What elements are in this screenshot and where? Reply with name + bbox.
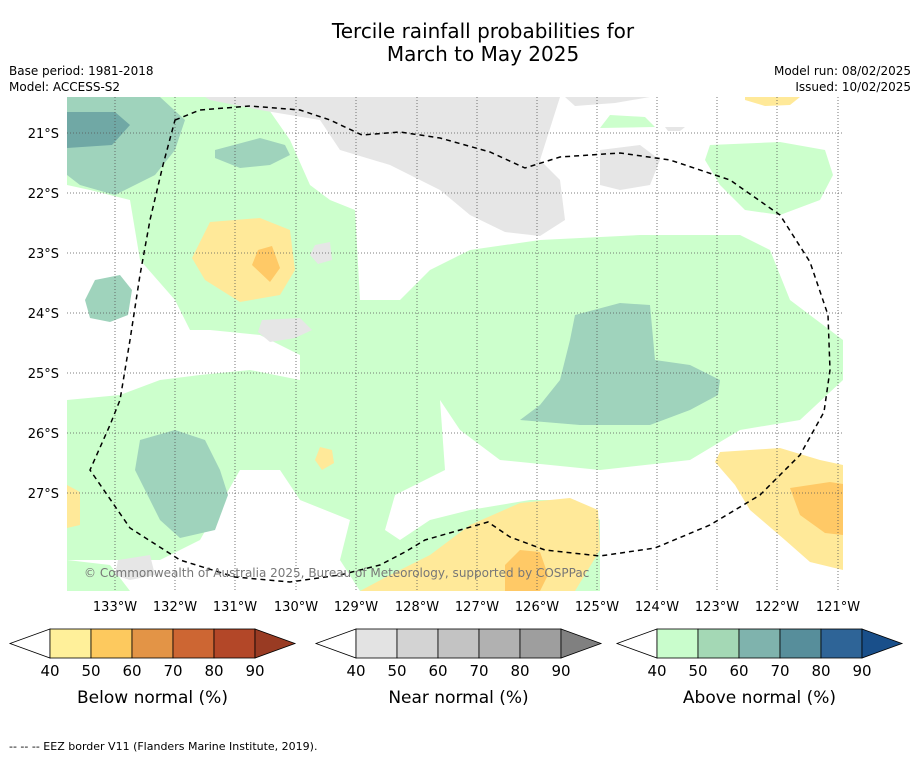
below-normal-50-regions	[252, 246, 843, 591]
eez-footnote: -- -- -- EEZ border V11 (Flanders Marine…	[9, 740, 318, 753]
issued-date: Issued: 10/02/2025	[795, 80, 911, 94]
longitude-labels: 133°W 132°W 131°W 130°W 129°W 128°W 127°W 126°W…	[93, 600, 860, 615]
colorbar-near-normal: 40 50 60 70 80 90 Near normal (%)	[314, 628, 603, 708]
colorbar-tick-label: 70	[770, 662, 789, 680]
colorbar-tick-label: 80	[811, 662, 830, 680]
colorbar-tick-label: 50	[81, 662, 100, 680]
chart-title: Tercile rainfall probabilities for March…	[0, 20, 919, 66]
copyright-notice: © Commonwealth of Australia 2025, Bureau…	[84, 566, 589, 580]
latitude-labels: 21°S 22°S 23°S 24°S 25°S 26°S 27°S	[28, 127, 59, 502]
near-normal-40-regions	[115, 97, 685, 580]
colorbar-segment	[738, 628, 781, 659]
colorbar-tick-label: 90	[852, 662, 871, 680]
eez-border	[89, 105, 831, 583]
longitude-label: 132°W	[153, 600, 197, 615]
longitude-label: 128°W	[395, 600, 439, 615]
longitude-label: 125°W	[575, 600, 619, 615]
colorbar-segment	[478, 628, 521, 659]
colorbar-low-arrow	[8, 628, 51, 659]
colorbar-segment	[437, 628, 480, 659]
latitude-label: 24°S	[28, 307, 59, 322]
base-period: Base period: 1981-2018	[9, 64, 154, 78]
meta-right: Model run: 08/02/2025 Issued: 10/02/2025	[774, 63, 911, 95]
colorbar-segment	[396, 628, 439, 659]
model-name: Model: ACCESS-S2	[9, 80, 121, 94]
colorbar-high-arrow	[861, 628, 904, 659]
colorbar-segment	[656, 628, 699, 659]
model-run: Model run: 08/02/2025	[773, 64, 911, 78]
gridlines	[67, 97, 843, 591]
longitude-label: 133°W	[93, 600, 137, 615]
colorbar-low-arrow	[615, 628, 658, 659]
colorbar-segment	[213, 628, 256, 659]
colorbar-segment	[355, 628, 398, 659]
longitude-label: 127°W	[455, 600, 499, 615]
colorbar-segment	[49, 628, 92, 659]
colorbar-tick-label: 40	[346, 662, 365, 680]
colorbar-segment	[131, 628, 174, 659]
meta-left: Base period: 1981-2018 Model: ACCESS-S2	[9, 63, 154, 95]
latitude-label: 21°S	[28, 127, 59, 142]
title-line-2: March to May 2025	[386, 42, 580, 66]
colorbar-segment	[172, 628, 215, 659]
colorbar-title: Near normal (%)	[388, 688, 528, 708]
colorbar-tick-label: 40	[647, 662, 666, 680]
probability-map: © Commonwealth of Australia 2025, Bureau…	[28, 97, 860, 615]
longitude-label: 123°W	[695, 600, 739, 615]
colorbar-segment	[519, 628, 562, 659]
colorbar-above-normal: 40 50 60 70 80 90 Above normal (%)	[615, 628, 904, 708]
colorbar-segment	[779, 628, 822, 659]
above-normal-60-regions	[67, 112, 130, 148]
longitude-label: 130°W	[274, 600, 318, 615]
colorbar-tick-label: 40	[40, 662, 59, 680]
colorbar-low-arrow	[314, 628, 357, 659]
longitude-label: 122°W	[755, 600, 799, 615]
longitude-label: 124°W	[635, 600, 679, 615]
colorbar-tick-label: 90	[245, 662, 264, 680]
latitude-label: 25°S	[28, 367, 59, 382]
longitude-label: 121°W	[816, 600, 860, 615]
colorbar-tick-label: 70	[469, 662, 488, 680]
colorbar-tick-label: 80	[510, 662, 529, 680]
latitude-label: 26°S	[28, 427, 59, 442]
colorbar-tick-label: 90	[551, 662, 570, 680]
longitude-label: 126°W	[515, 600, 559, 615]
colorbar-tick-label: 50	[688, 662, 707, 680]
colorbar-segment	[820, 628, 863, 659]
colorbar-segment	[697, 628, 740, 659]
title-line-1: Tercile rainfall probabilities for	[331, 19, 635, 43]
colorbar-tick-label: 50	[387, 662, 406, 680]
colorbar-tick-label: 60	[428, 662, 447, 680]
colorbar-below-normal: 40 50 60 70 80 90 Below normal (%)	[8, 628, 297, 708]
map-fields	[67, 97, 843, 591]
colorbar-tick-label: 60	[729, 662, 748, 680]
colorbar-high-arrow	[560, 628, 603, 659]
colorbar-segment	[90, 628, 133, 659]
colorbar-tick-label: 60	[122, 662, 141, 680]
colorbar-tick-label: 70	[163, 662, 182, 680]
colorbars: 40 50 60 70 80 90 Below normal (%) 40 50 60 70 80 9…	[8, 628, 904, 708]
colorbar-high-arrow	[254, 628, 297, 659]
colorbar-title: Below normal (%)	[77, 688, 228, 708]
latitude-label: 23°S	[28, 247, 59, 262]
longitude-label: 131°W	[213, 600, 257, 615]
colorbar-title: Above normal (%)	[683, 688, 836, 708]
latitude-label: 27°S	[28, 487, 59, 502]
latitude-label: 22°S	[28, 187, 59, 202]
colorbar-tick-label: 80	[204, 662, 223, 680]
longitude-label: 129°W	[334, 600, 378, 615]
